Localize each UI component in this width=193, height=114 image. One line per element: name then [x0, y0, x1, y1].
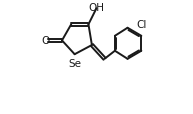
Text: OH: OH: [89, 3, 104, 13]
Text: Se: Se: [68, 59, 81, 69]
Text: O: O: [42, 36, 50, 46]
Text: Cl: Cl: [136, 20, 146, 30]
